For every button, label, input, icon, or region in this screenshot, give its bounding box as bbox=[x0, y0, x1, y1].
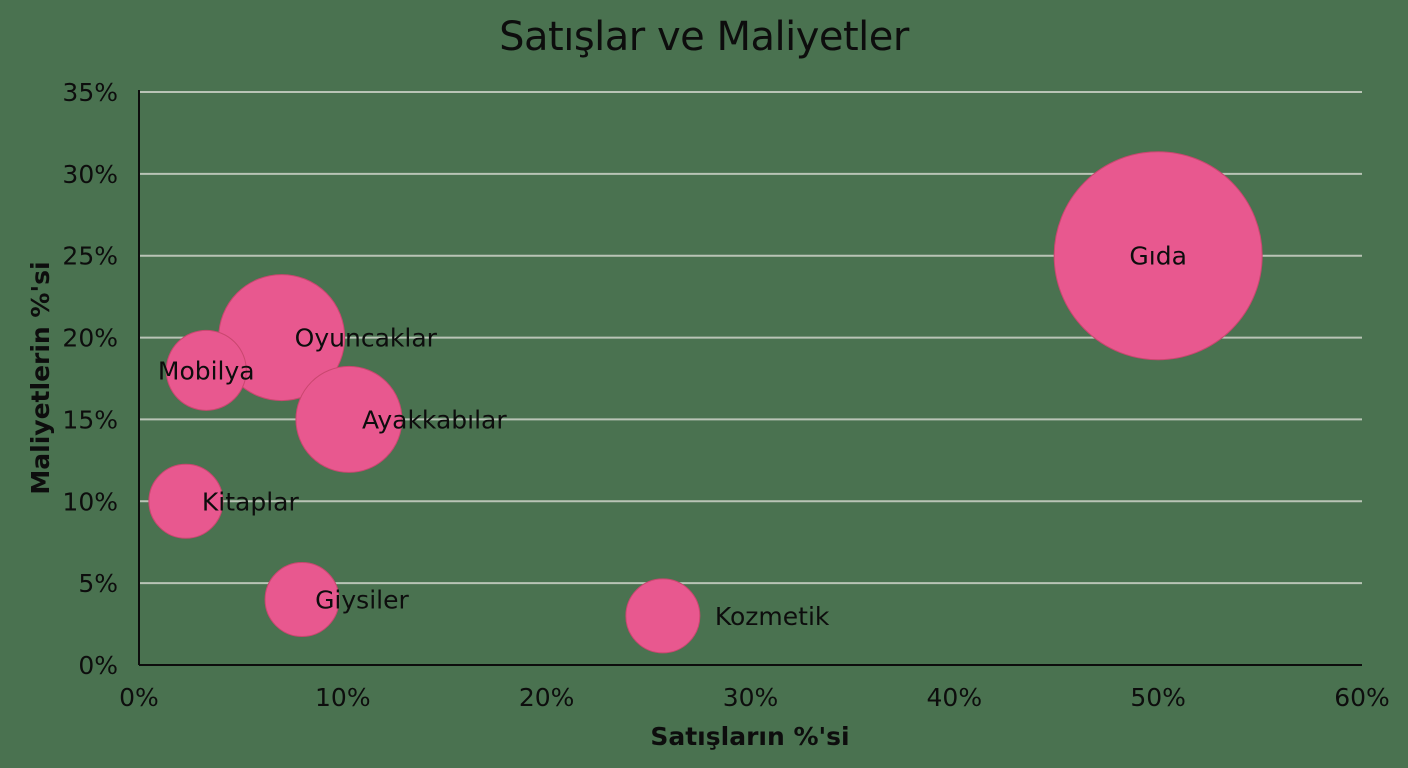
bubble-label: Kozmetik bbox=[715, 602, 830, 631]
x-tick-label: 50% bbox=[1130, 683, 1186, 712]
y-tick-label: 5% bbox=[78, 569, 118, 598]
bubble-series: Gıda Oyuncaklar Mobilya Ayakkabılar Kitaplar… bbox=[148, 151, 1263, 654]
x-tick-label: 40% bbox=[927, 683, 983, 712]
x-axis-title: Satışların %'si bbox=[650, 722, 849, 751]
bubble bbox=[148, 463, 224, 539]
bubble-label: Giysiler bbox=[315, 586, 409, 615]
y-tick-label: 15% bbox=[62, 405, 118, 434]
chart-title: Satışlar ve Maliyetler bbox=[499, 14, 909, 60]
x-tick-label: 10% bbox=[315, 683, 371, 712]
x-tick-label: 30% bbox=[723, 683, 779, 712]
bubble-label: Gıda bbox=[1129, 242, 1187, 271]
y-axis-ticks: 0% 5% 10% 15% 20% 25% 30% 35% bbox=[62, 78, 118, 680]
y-tick-label: 35% bbox=[62, 78, 118, 107]
bubble bbox=[625, 578, 701, 654]
y-axis-title: Maliyetlerin %'si bbox=[26, 261, 55, 494]
y-tick-label: 0% bbox=[78, 651, 118, 680]
bubble bbox=[165, 329, 247, 411]
y-tick-label: 20% bbox=[62, 324, 118, 353]
axes bbox=[138, 90, 1362, 666]
bubble bbox=[295, 365, 403, 473]
x-axis-ticks: 0% 10% 20% 30% 40% 50% 60% bbox=[119, 683, 1390, 712]
x-tick-label: 0% bbox=[119, 683, 159, 712]
x-tick-label: 60% bbox=[1334, 683, 1390, 712]
bubble bbox=[264, 562, 340, 638]
x-tick-label: 20% bbox=[519, 683, 575, 712]
y-tick-label: 10% bbox=[62, 487, 118, 516]
bubble-label: Kitaplar bbox=[202, 487, 300, 516]
y-tick-label: 25% bbox=[62, 242, 118, 271]
bubble bbox=[1053, 151, 1263, 361]
bubble-label: Oyuncaklar bbox=[295, 324, 438, 353]
bubble-label: Ayakkabılar bbox=[362, 405, 507, 434]
y-tick-label: 30% bbox=[62, 160, 118, 189]
bubble-label: Mobilya bbox=[158, 356, 255, 385]
